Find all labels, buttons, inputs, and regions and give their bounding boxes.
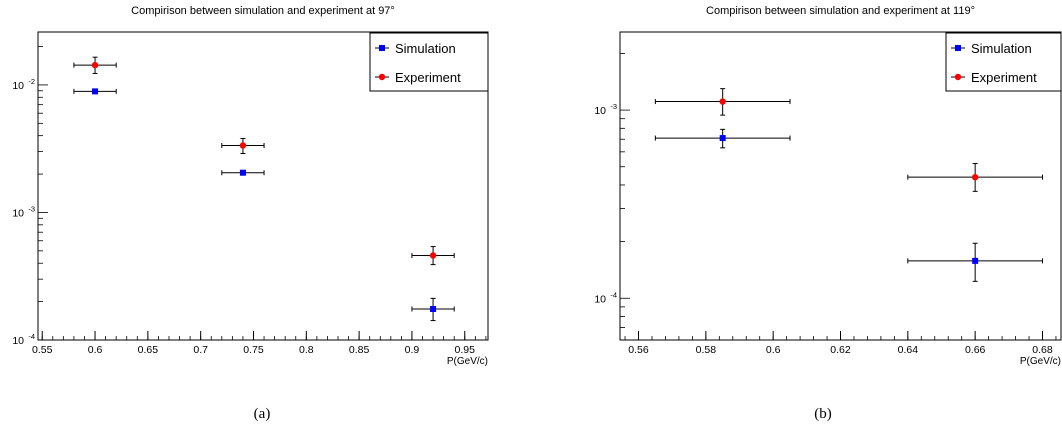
x-tick-label: 0.9 [405, 344, 420, 356]
chart-a-svg: Compirison between simulation and experi… [12, 5, 489, 367]
y-tick-label: 10 [594, 105, 606, 117]
experiment-point [719, 98, 726, 105]
legend-marker-simulation [379, 45, 385, 51]
x-tick-label: 0.7 [193, 344, 208, 356]
x-tick-label: 0.68 [1032, 344, 1053, 356]
x-tick-label: 0.65 [138, 344, 159, 356]
simulation-point [239, 169, 246, 176]
legend-marker-experiment [954, 73, 962, 81]
x-tick-label: 0.62 [830, 344, 851, 356]
x-tick-label: 0.66 [965, 344, 986, 356]
x-tick-label: 0.8 [299, 344, 314, 356]
y-tick-exponent: -3 [28, 204, 35, 213]
y-tick-label: 10 [594, 293, 606, 305]
legend-label: Simulation [971, 41, 1032, 56]
chart-b-svg: Compirison between simulation and experi… [594, 5, 1062, 367]
experiment-point [429, 252, 437, 259]
legend-label: Experiment [971, 70, 1037, 85]
x-tick-label: 0.58 [696, 344, 717, 356]
y-tick-exponent: -3 [610, 102, 617, 111]
chart-panel-b: Compirison between simulation and experi… [531, 0, 1062, 442]
x-tick-label: 0.6 [88, 344, 103, 356]
experiment-point [971, 173, 979, 181]
simulation-point [430, 306, 437, 313]
legend-label: Experiment [395, 70, 461, 85]
x-tick-label: 0.85 [349, 344, 370, 356]
legend-label: Simulation [395, 41, 456, 56]
y-tick-exponent: -4 [28, 332, 35, 341]
simulation-point [719, 135, 726, 142]
legend-marker-simulation [955, 45, 961, 51]
caption-b: (b) [814, 406, 832, 422]
x-axis-label: P(GeV/c) [1020, 356, 1061, 367]
experiment-point [239, 142, 247, 149]
experiment-point [91, 61, 99, 69]
y-tick-label: 10 [12, 207, 24, 219]
y-tick-label: 10 [12, 80, 24, 92]
legend-box [369, 32, 489, 92]
x-tick-label: 0.56 [628, 344, 649, 356]
y-tick-label: 10 [12, 335, 24, 347]
legend-marker-experiment [378, 73, 386, 81]
y-tick-exponent: -2 [28, 77, 35, 86]
simulation-point [972, 257, 979, 264]
y-tick-exponent: -4 [610, 290, 617, 299]
simulation-point [92, 88, 99, 95]
x-tick-label: 0.75 [243, 344, 264, 356]
plot-frame [37, 31, 489, 341]
x-tick-label: 0.6 [766, 344, 781, 356]
x-tick-label: 0.64 [898, 344, 919, 356]
chart-title: Compirison between simulation and experi… [131, 5, 395, 17]
chart-panel-a: Compirison between simulation and experi… [12, 5, 489, 422]
x-axis-label: P(GeV/c) [447, 356, 488, 367]
legend-box [945, 32, 1062, 92]
x-tick-label: 0.55 [32, 344, 53, 356]
chart-title: Compirison between simulation and experi… [706, 5, 975, 17]
x-tick-label: 0.95 [455, 344, 476, 356]
caption-a: (a) [253, 406, 271, 422]
